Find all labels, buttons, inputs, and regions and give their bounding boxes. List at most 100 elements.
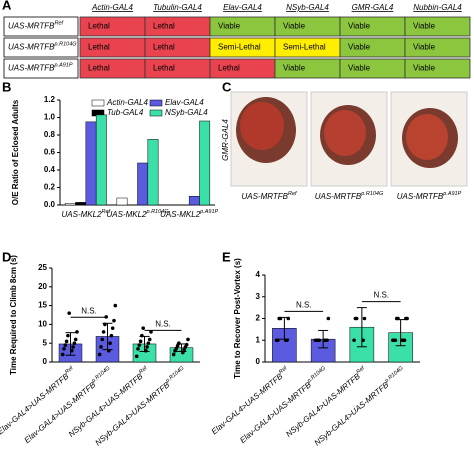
- label-superscript: p.R104G: [360, 191, 384, 197]
- data-point: [171, 352, 176, 357]
- y-tick-label: 20: [38, 282, 47, 291]
- data-point: [66, 333, 70, 338]
- y-tick-label: 3: [256, 292, 261, 301]
- cell-text: Viable: [348, 43, 371, 52]
- label-superscript: p.A91P: [442, 191, 461, 197]
- label-base: UAS-MKL2: [106, 210, 147, 219]
- data-point: [73, 337, 78, 342]
- y-tick-label: 15: [38, 301, 47, 310]
- data-point: [64, 339, 69, 344]
- y-axis-label: Time Required to Climb 8cm (s): [9, 255, 18, 375]
- row-header-box: [3, 37, 79, 58]
- data-point: [352, 338, 356, 343]
- label-superscript: Ref: [288, 191, 297, 197]
- legend-label: NSyb-GAL4: [165, 108, 208, 117]
- panel-label: B: [2, 79, 11, 94]
- column-header: GMR-GAL4: [352, 3, 394, 12]
- y-tick-label: 10: [38, 320, 47, 329]
- y-tick-label: 0.0: [44, 200, 56, 209]
- legend-label: Actin-GAL4: [106, 98, 148, 107]
- data-point: [72, 341, 77, 346]
- data-point: [146, 341, 151, 346]
- data-point: [145, 345, 149, 349]
- image-label: UAS-MRTFBp.A91P: [397, 191, 462, 201]
- bar: [85, 121, 97, 206]
- label-base: UAS-MRTFB: [8, 64, 55, 73]
- y-tick-label: 0.2: [44, 183, 56, 192]
- data-point: [181, 350, 185, 355]
- data-point: [62, 347, 66, 351]
- cell-text: Semi-Lethal: [283, 43, 326, 52]
- legend-swatch: [149, 109, 163, 117]
- image-label: UAS-MRTFBRef: [241, 191, 297, 201]
- significance-label: N.S.: [155, 320, 171, 329]
- table-cell: [404, 37, 471, 58]
- cell-text: Lethal: [88, 43, 110, 52]
- data-point: [134, 354, 139, 359]
- data-point: [101, 330, 106, 334]
- panel-label: D: [2, 249, 11, 264]
- data-point: [75, 330, 79, 334]
- cell-text: Lethal: [153, 22, 175, 31]
- y-tick-label: 25: [38, 263, 47, 272]
- data-point: [361, 338, 365, 343]
- row-header-box: [3, 16, 79, 37]
- y-axis-label: Time to Recover Post-Vortex (s): [233, 258, 242, 379]
- label-base: UAS-MRTFB: [241, 192, 288, 201]
- significance-label: N.S.: [373, 291, 389, 300]
- data-point: [177, 341, 181, 346]
- cell-text: Lethal: [88, 64, 110, 73]
- x-tick-label: UAS-MKL2p.A91P: [160, 209, 218, 219]
- cell-text: Viable: [348, 64, 371, 73]
- cell-text: Lethal: [153, 43, 175, 52]
- data-point: [402, 338, 407, 343]
- y-tick-label: 1: [256, 335, 261, 344]
- label-superscript: Ref: [102, 209, 111, 215]
- bar: [64, 203, 76, 206]
- fly-eye: [240, 102, 284, 150]
- x-tick-label: UAS-MKL2Ref: [62, 209, 111, 219]
- data-point: [278, 316, 283, 321]
- data-point: [108, 341, 112, 346]
- data-point: [354, 316, 359, 321]
- cell-text: Lethal: [218, 64, 240, 73]
- data-point: [396, 316, 400, 321]
- cell-text: Viable: [413, 22, 436, 31]
- data-point: [362, 316, 367, 321]
- data-point: [138, 339, 143, 344]
- data-point: [393, 338, 398, 343]
- table-cell: [404, 16, 471, 37]
- cell-text: Viable: [283, 64, 306, 73]
- cell-text: Semi-Lethal: [218, 43, 261, 52]
- significance-label: N.S.: [81, 306, 97, 315]
- data-point: [112, 318, 116, 323]
- table-cell: [404, 58, 471, 79]
- y-axis-label: O/E Ratio of Eclosed Adults: [11, 99, 20, 205]
- data-point: [71, 345, 75, 349]
- label-superscript: Ref: [278, 365, 289, 375]
- label-superscript: p.R104G: [54, 42, 78, 48]
- data-point: [67, 311, 71, 315]
- legend-label: Elav-GAL4: [165, 98, 204, 107]
- cell-text: Lethal: [88, 22, 110, 31]
- column-header: Tubulin-GAL4: [153, 3, 202, 12]
- data-point: [103, 322, 107, 327]
- column-header: NSyb-GAL4: [286, 3, 329, 12]
- data-point: [136, 347, 140, 351]
- fly-eye: [324, 110, 366, 156]
- row-header: UAS-MRTFBRef: [8, 21, 64, 31]
- bar: [199, 120, 211, 206]
- panel-label: C: [222, 79, 232, 94]
- column-header: Nubbin-GAL4: [413, 3, 462, 12]
- row-header: UAS-MRTFBp.A91P: [8, 63, 73, 73]
- data-point: [100, 337, 105, 342]
- data-point: [99, 345, 103, 349]
- cell-text: Lethal: [153, 64, 175, 73]
- significance-label: N.S.: [296, 301, 312, 310]
- panel-label: A: [2, 0, 12, 12]
- data-point: [317, 338, 322, 343]
- bar: [116, 197, 128, 206]
- fly-eye: [406, 114, 448, 160]
- legend-swatch: [91, 99, 105, 107]
